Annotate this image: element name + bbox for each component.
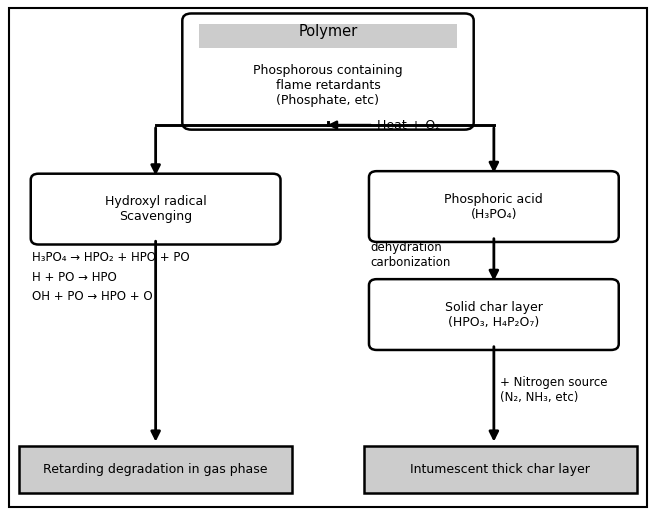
FancyBboxPatch shape — [369, 279, 619, 350]
Text: H₃PO₄ → HPO₂ + HPO + PO
H + PO → HPO
OH + PO → HPO + O: H₃PO₄ → HPO₂ + HPO + PO H + PO → HPO OH … — [32, 251, 190, 303]
Text: Phosphoric acid
(H₃PO₄): Phosphoric acid (H₃PO₄) — [445, 193, 543, 220]
Text: + Nitrogen source
(N₂, NH₃, etc): + Nitrogen source (N₂, NH₃, etc) — [501, 376, 608, 404]
Text: dehydration
carbonization: dehydration carbonization — [370, 242, 451, 269]
Text: Phosphorous containing
flame retardants
(Phosphate, etc): Phosphorous containing flame retardants … — [253, 64, 403, 107]
Text: Intumescent thick char layer: Intumescent thick char layer — [411, 463, 590, 476]
Bar — [364, 446, 637, 493]
FancyBboxPatch shape — [369, 171, 619, 242]
FancyBboxPatch shape — [182, 13, 474, 130]
Text: Heat + O₂: Heat + O₂ — [377, 118, 440, 131]
Bar — [19, 446, 292, 493]
Text: Hydroxyl radical
Scavenging: Hydroxyl radical Scavenging — [105, 195, 207, 223]
FancyBboxPatch shape — [31, 174, 281, 245]
Text: Polymer: Polymer — [298, 24, 358, 39]
Text: Retarding degradation in gas phase: Retarding degradation in gas phase — [43, 463, 268, 476]
Bar — [199, 24, 457, 48]
Text: Solid char layer
(HPO₃, H₄P₂O₇): Solid char layer (HPO₃, H₄P₂O₇) — [445, 301, 543, 329]
